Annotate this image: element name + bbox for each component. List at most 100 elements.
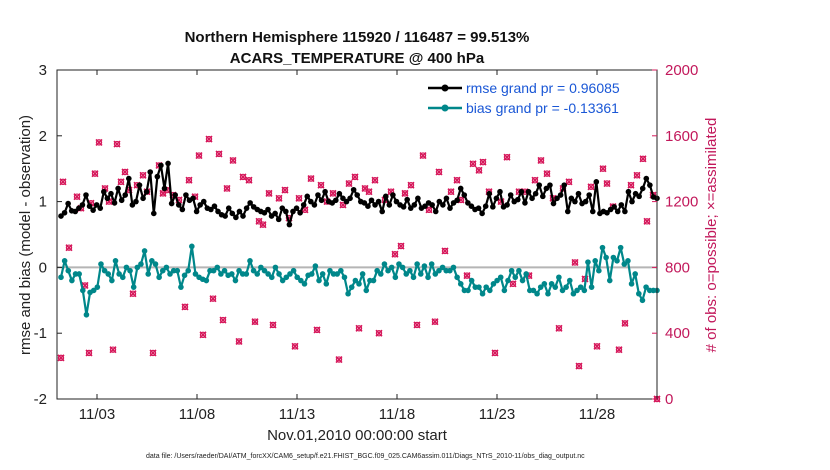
y-right-tick-label: 400	[665, 325, 690, 342]
rmse-point	[400, 204, 407, 210]
rmse-point	[504, 202, 510, 208]
obs-assimilated-point	[139, 171, 147, 179]
bias-point	[308, 271, 315, 277]
obs-possible-circle	[469, 160, 477, 167]
bias-point	[229, 271, 235, 277]
rmse-point	[543, 185, 550, 192]
bias-point	[541, 281, 548, 287]
obs-assimilated-point	[73, 193, 81, 201]
bias-point	[167, 271, 173, 277]
bias-point	[163, 264, 170, 271]
obs-possible-circle	[281, 186, 289, 194]
obs-possible-circle	[407, 181, 415, 189]
bias-point	[294, 274, 301, 281]
obs-possible-circle	[621, 320, 629, 327]
obs-possible-circle	[73, 193, 81, 200]
rmse-point	[61, 209, 68, 216]
obs-assimilated-point	[639, 155, 647, 163]
obs-assimilated-point	[149, 349, 157, 357]
legend: rmse grand pr = 0.96085 bias grand pr = …	[424, 76, 656, 120]
bias-point	[632, 271, 638, 277]
rmse-point	[261, 209, 268, 216]
obs-possible-circle	[351, 173, 359, 181]
y-left-tick-label: 2	[39, 128, 47, 145]
rmse-point	[368, 197, 375, 204]
obs-possible-circle	[509, 280, 517, 288]
obs-possible-circle	[587, 183, 595, 190]
rmse-point	[190, 195, 196, 202]
bias-point	[421, 263, 428, 269]
x-tick-label: 11/23	[479, 406, 515, 423]
bias-point	[338, 267, 344, 274]
rmse-point	[58, 213, 64, 219]
obs-possible-circle	[575, 362, 583, 370]
rmse-point	[300, 202, 307, 208]
bias-point	[287, 271, 293, 277]
y-left-tick-label: 1	[39, 194, 47, 211]
rmse-point	[333, 197, 339, 204]
obs-possible-circle	[317, 181, 325, 189]
obs-possible-circle	[531, 177, 539, 184]
bias-point	[69, 277, 75, 284]
rmse-point	[639, 185, 646, 192]
obs-count-layer	[57, 135, 661, 403]
rmse-point	[322, 188, 328, 195]
bias-point	[243, 271, 250, 277]
bias-point	[566, 277, 573, 284]
bias-point	[556, 274, 562, 281]
rmse-point	[165, 160, 171, 167]
obs-possible-circle	[375, 330, 383, 337]
obs-possible-circle	[339, 201, 347, 209]
bias-point	[247, 258, 253, 264]
rmse-point	[372, 202, 378, 208]
rmse-point	[564, 208, 571, 215]
rmse-point	[147, 169, 154, 175]
obs-assimilated-point	[117, 178, 125, 186]
obs-possible-circle	[491, 349, 499, 357]
rmse-point	[115, 185, 121, 192]
rmse-point	[614, 208, 621, 215]
obs-assimilated-point	[565, 178, 573, 186]
rmse-point	[611, 204, 617, 210]
obs-possible-circle	[59, 178, 67, 186]
rmse-point	[343, 198, 350, 205]
obs-possible-circle	[129, 290, 137, 297]
rmse-point	[493, 195, 500, 202]
rmse-point	[554, 195, 560, 202]
y-axis-label-right: # of obs: o=possible; ×=assimilated	[703, 118, 720, 353]
rmse-point	[529, 195, 535, 202]
bias-point	[545, 290, 551, 297]
rmse-point	[211, 203, 218, 210]
obs-assimilated-point	[587, 183, 595, 191]
rmse-point	[93, 202, 100, 208]
bias-point	[639, 297, 646, 304]
bias-point	[174, 267, 181, 274]
obs-possible-circle	[599, 165, 607, 172]
obs-assimilated-point	[555, 324, 563, 332]
bias-point	[203, 277, 210, 284]
bias-point	[268, 274, 275, 281]
bias-point	[399, 264, 406, 271]
obs-possible-circle	[555, 325, 563, 332]
bias-point	[210, 267, 217, 274]
bias-point	[512, 274, 519, 281]
rmse-point	[129, 202, 136, 208]
bias-point	[617, 244, 624, 251]
rmse-point	[393, 198, 400, 205]
bias-point	[90, 287, 97, 294]
obs-assimilated-point	[219, 316, 227, 324]
rmse-point	[572, 198, 578, 205]
rmse-point	[561, 182, 568, 188]
obs-possible-circle	[391, 251, 399, 258]
rmse-point	[586, 192, 592, 198]
rmse-point	[490, 204, 496, 210]
obs-possible-circle	[269, 321, 277, 329]
obs-assimilated-point	[355, 324, 363, 332]
obs-possible-circle	[235, 338, 243, 345]
bias-point	[439, 264, 446, 271]
rmse-point	[290, 208, 296, 215]
bias-point	[447, 267, 453, 274]
obs-possible-circle	[251, 318, 259, 325]
rmse-point	[172, 192, 179, 198]
bias-point	[497, 274, 504, 281]
